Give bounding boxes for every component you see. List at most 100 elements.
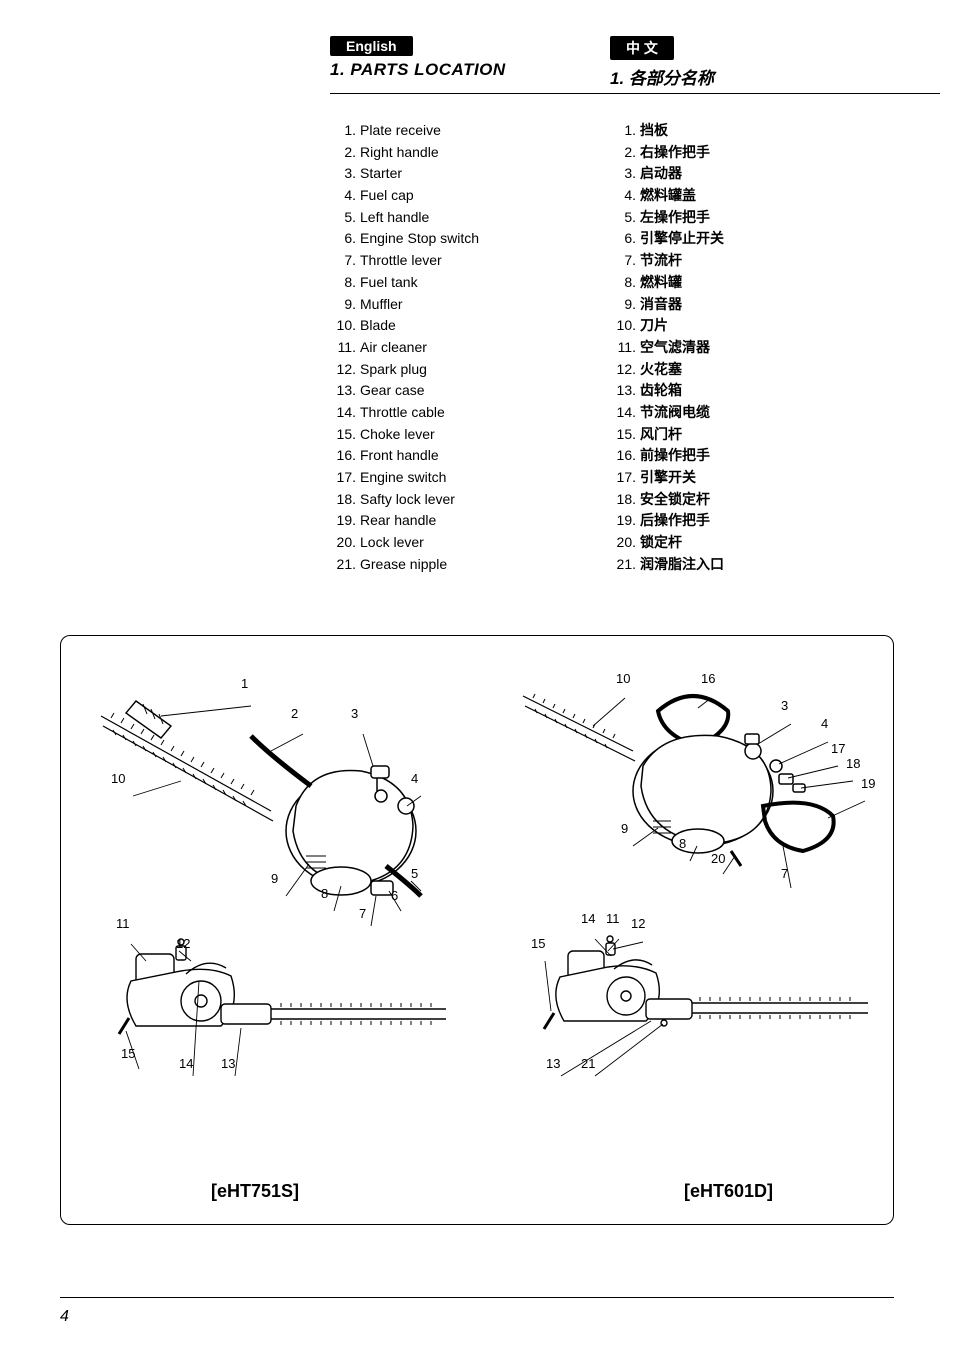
list-item-number: 11. <box>330 337 356 359</box>
list-item-label: 消音器 <box>640 294 682 316</box>
list-item-number: 15. <box>330 424 356 446</box>
list-item-number: 7. <box>610 250 636 272</box>
list-item-label: 挡板 <box>640 120 668 142</box>
list-item: 15. 风门杆 <box>610 424 890 446</box>
list-item-number: 3. <box>330 163 356 185</box>
callout-number: 9 <box>621 821 628 836</box>
list-item: 21. 润滑脂注入口 <box>610 554 890 576</box>
section-title-cn: 1. 各部分名称 <box>610 64 890 89</box>
list-item: 7. Throttle lever <box>330 250 610 272</box>
list-item: 19. 后操作把手 <box>610 510 890 532</box>
list-item: 12. 火花塞 <box>610 359 890 381</box>
list-item-number: 12. <box>330 359 356 381</box>
list-item-label: Blade <box>360 315 396 337</box>
list-item-number: 6. <box>330 228 356 250</box>
callout-number: 14 <box>581 911 595 926</box>
list-item-number: 8. <box>330 272 356 294</box>
list-item: 18. Safty lock lever <box>330 489 610 511</box>
list-item: 1. 挡板 <box>610 120 890 142</box>
list-item-label: 后操作把手 <box>640 510 710 532</box>
callout-number: 1 <box>241 676 248 691</box>
callout-number: 13 <box>221 1056 235 1071</box>
list-item-number: 9. <box>610 294 636 316</box>
header-divider <box>330 93 940 94</box>
list-item-label: Engine switch <box>360 467 446 489</box>
list-item: 2. 右操作把手 <box>610 142 890 164</box>
list-item: 10. 刀片 <box>610 315 890 337</box>
callout-number: 13 <box>546 1056 560 1071</box>
list-item-label: Front handle <box>360 445 439 467</box>
list-item: 4. Fuel cap <box>330 185 610 207</box>
list-item-label: 燃料罐盖 <box>640 185 696 207</box>
list-item-number: 16. <box>330 445 356 467</box>
list-item: 17. Engine switch <box>330 467 610 489</box>
list-item-number: 11. <box>610 337 636 359</box>
list-item-number: 8. <box>610 272 636 294</box>
callout-number: 3 <box>351 706 358 721</box>
list-item-number: 15. <box>610 424 636 446</box>
lang-badge-en: English <box>330 36 413 56</box>
section-title-en: 1. PARTS LOCATION <box>330 60 610 80</box>
callout-number: 15 <box>121 1046 135 1061</box>
list-item-label: Rear handle <box>360 510 436 532</box>
list-item-label: Throttle lever <box>360 250 442 272</box>
list-item-label: 右操作把手 <box>640 142 710 164</box>
list-item-number: 14. <box>330 402 356 424</box>
list-item: 3. Starter <box>330 163 610 185</box>
list-item: 6. 引擎停止开关 <box>610 228 890 250</box>
model-label-right: [eHT601D] <box>684 1181 773 1202</box>
list-item-number: 18. <box>330 489 356 511</box>
list-item-label: Throttle cable <box>360 402 445 424</box>
callout-number: 21 <box>581 1056 595 1071</box>
list-item: 8. Fuel tank <box>330 272 610 294</box>
callout-number: 20 <box>711 851 725 866</box>
list-item: 12. Spark plug <box>330 359 610 381</box>
list-item-number: 12. <box>610 359 636 381</box>
footer-divider <box>60 1297 894 1298</box>
list-item-label: 启动器 <box>640 163 682 185</box>
callout-number: 17 <box>831 741 845 756</box>
list-item-number: 9. <box>330 294 356 316</box>
callout-number: 16 <box>701 671 715 686</box>
list-item-label: Starter <box>360 163 402 185</box>
list-item: 6. Engine Stop switch <box>330 228 610 250</box>
callout-number: 14 <box>179 1056 193 1071</box>
header-col-en: English 1. PARTS LOCATION <box>330 36 610 89</box>
callout-number: 5 <box>411 866 418 881</box>
list-item-number: 20. <box>610 532 636 554</box>
callout-number: 6 <box>391 888 398 903</box>
callout-number: 12 <box>176 936 190 951</box>
list-item-label: Safty lock lever <box>360 489 455 511</box>
list-item: 19. Rear handle <box>330 510 610 532</box>
callout-number: 10 <box>616 671 630 686</box>
parts-lists-row: 1. Plate receive2. Right handle3. Starte… <box>330 120 894 575</box>
parts-list-en-col: 1. Plate receive2. Right handle3. Starte… <box>330 120 610 575</box>
list-item-label: Choke lever <box>360 424 435 446</box>
list-item: 14. 节流阀电缆 <box>610 402 890 424</box>
list-item-label: Fuel tank <box>360 272 418 294</box>
list-item: 14. Throttle cable <box>330 402 610 424</box>
list-item-label: Muffler <box>360 294 403 316</box>
callout-number: 19 <box>861 776 875 791</box>
list-item-number: 21. <box>330 554 356 576</box>
list-item: 5. 左操作把手 <box>610 207 890 229</box>
list-item-number: 10. <box>610 315 636 337</box>
list-item: 3. 启动器 <box>610 163 890 185</box>
list-item-label: 燃料罐 <box>640 272 682 294</box>
list-item-label: 火花塞 <box>640 359 682 381</box>
parts-list-en: 1. Plate receive2. Right handle3. Starte… <box>330 120 610 575</box>
list-item: 5. Left handle <box>330 207 610 229</box>
list-item-number: 4. <box>330 185 356 207</box>
list-item: 20. 锁定杆 <box>610 532 890 554</box>
callout-number: 10 <box>111 771 125 786</box>
list-item-label: 节流阀电缆 <box>640 402 710 424</box>
lang-badge-cn: 中 文 <box>610 36 674 60</box>
list-item-label: 引擎开关 <box>640 467 696 489</box>
callout-number: 18 <box>846 756 860 771</box>
list-item-label: Lock lever <box>360 532 424 554</box>
list-item: 9. Muffler <box>330 294 610 316</box>
list-item-number: 16. <box>610 445 636 467</box>
header-row: English 1. PARTS LOCATION 中 文 1. 各部分名称 <box>330 36 894 89</box>
callout-number: 4 <box>821 716 828 731</box>
list-item: 18. 安全锁定杆 <box>610 489 890 511</box>
